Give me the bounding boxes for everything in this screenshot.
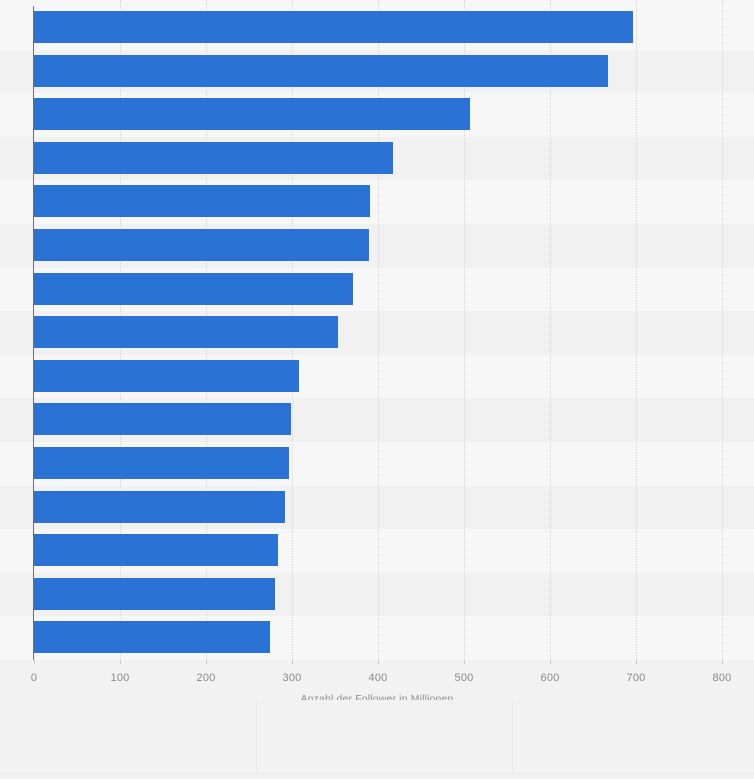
x-tick-label: 700 [626, 672, 646, 684]
bar[interactable] [34, 621, 270, 654]
x-tick-mark [206, 660, 207, 664]
bar[interactable] [34, 98, 471, 131]
footer-area [0, 700, 754, 779]
footer-separator [512, 700, 513, 773]
bar[interactable] [34, 11, 633, 43]
footer-separator [256, 700, 257, 773]
x-tick-mark [722, 660, 723, 664]
gridline-500 [464, 0, 466, 660]
x-tick-label: 400 [368, 672, 388, 684]
bar[interactable] [34, 447, 290, 479]
bar[interactable] [34, 229, 370, 261]
x-tick-label: 800 [712, 672, 732, 684]
x-tick-mark [120, 660, 121, 664]
x-tick-mark [292, 660, 293, 664]
bar[interactable] [34, 185, 371, 218]
bar[interactable] [34, 490, 286, 523]
x-tick-label: 0 [30, 672, 38, 684]
bar[interactable] [34, 534, 279, 567]
gridline-700 [636, 0, 638, 660]
x-tick-mark [464, 660, 465, 664]
y-axis-spine [33, 6, 34, 660]
bar[interactable] [34, 141, 394, 174]
x-tick-label: 500 [454, 672, 474, 684]
x-axis: 0 100 200 300 400 500 600 700 800 Anzahl der Fol… [0, 660, 754, 705]
gridline-400 [378, 0, 380, 660]
bar[interactable] [34, 272, 354, 305]
x-tick-mark [550, 660, 551, 664]
x-tick-label: 100 [110, 672, 130, 684]
bar[interactable] [34, 359, 299, 392]
x-tick-mark [378, 660, 379, 664]
gridline-600 [550, 0, 552, 660]
gridline-800 [722, 0, 724, 660]
x-tick-label: 300 [282, 672, 302, 684]
x-tick-mark [636, 660, 637, 664]
footer-rule [0, 773, 754, 774]
bar[interactable] [34, 316, 338, 349]
x-tick-label: 200 [196, 672, 216, 684]
plot-area [33, 0, 724, 660]
x-tick-label: 600 [540, 672, 560, 684]
bar[interactable] [34, 54, 608, 87]
bar[interactable] [34, 577, 275, 610]
bar[interactable] [34, 403, 292, 436]
x-tick-mark [34, 660, 35, 664]
